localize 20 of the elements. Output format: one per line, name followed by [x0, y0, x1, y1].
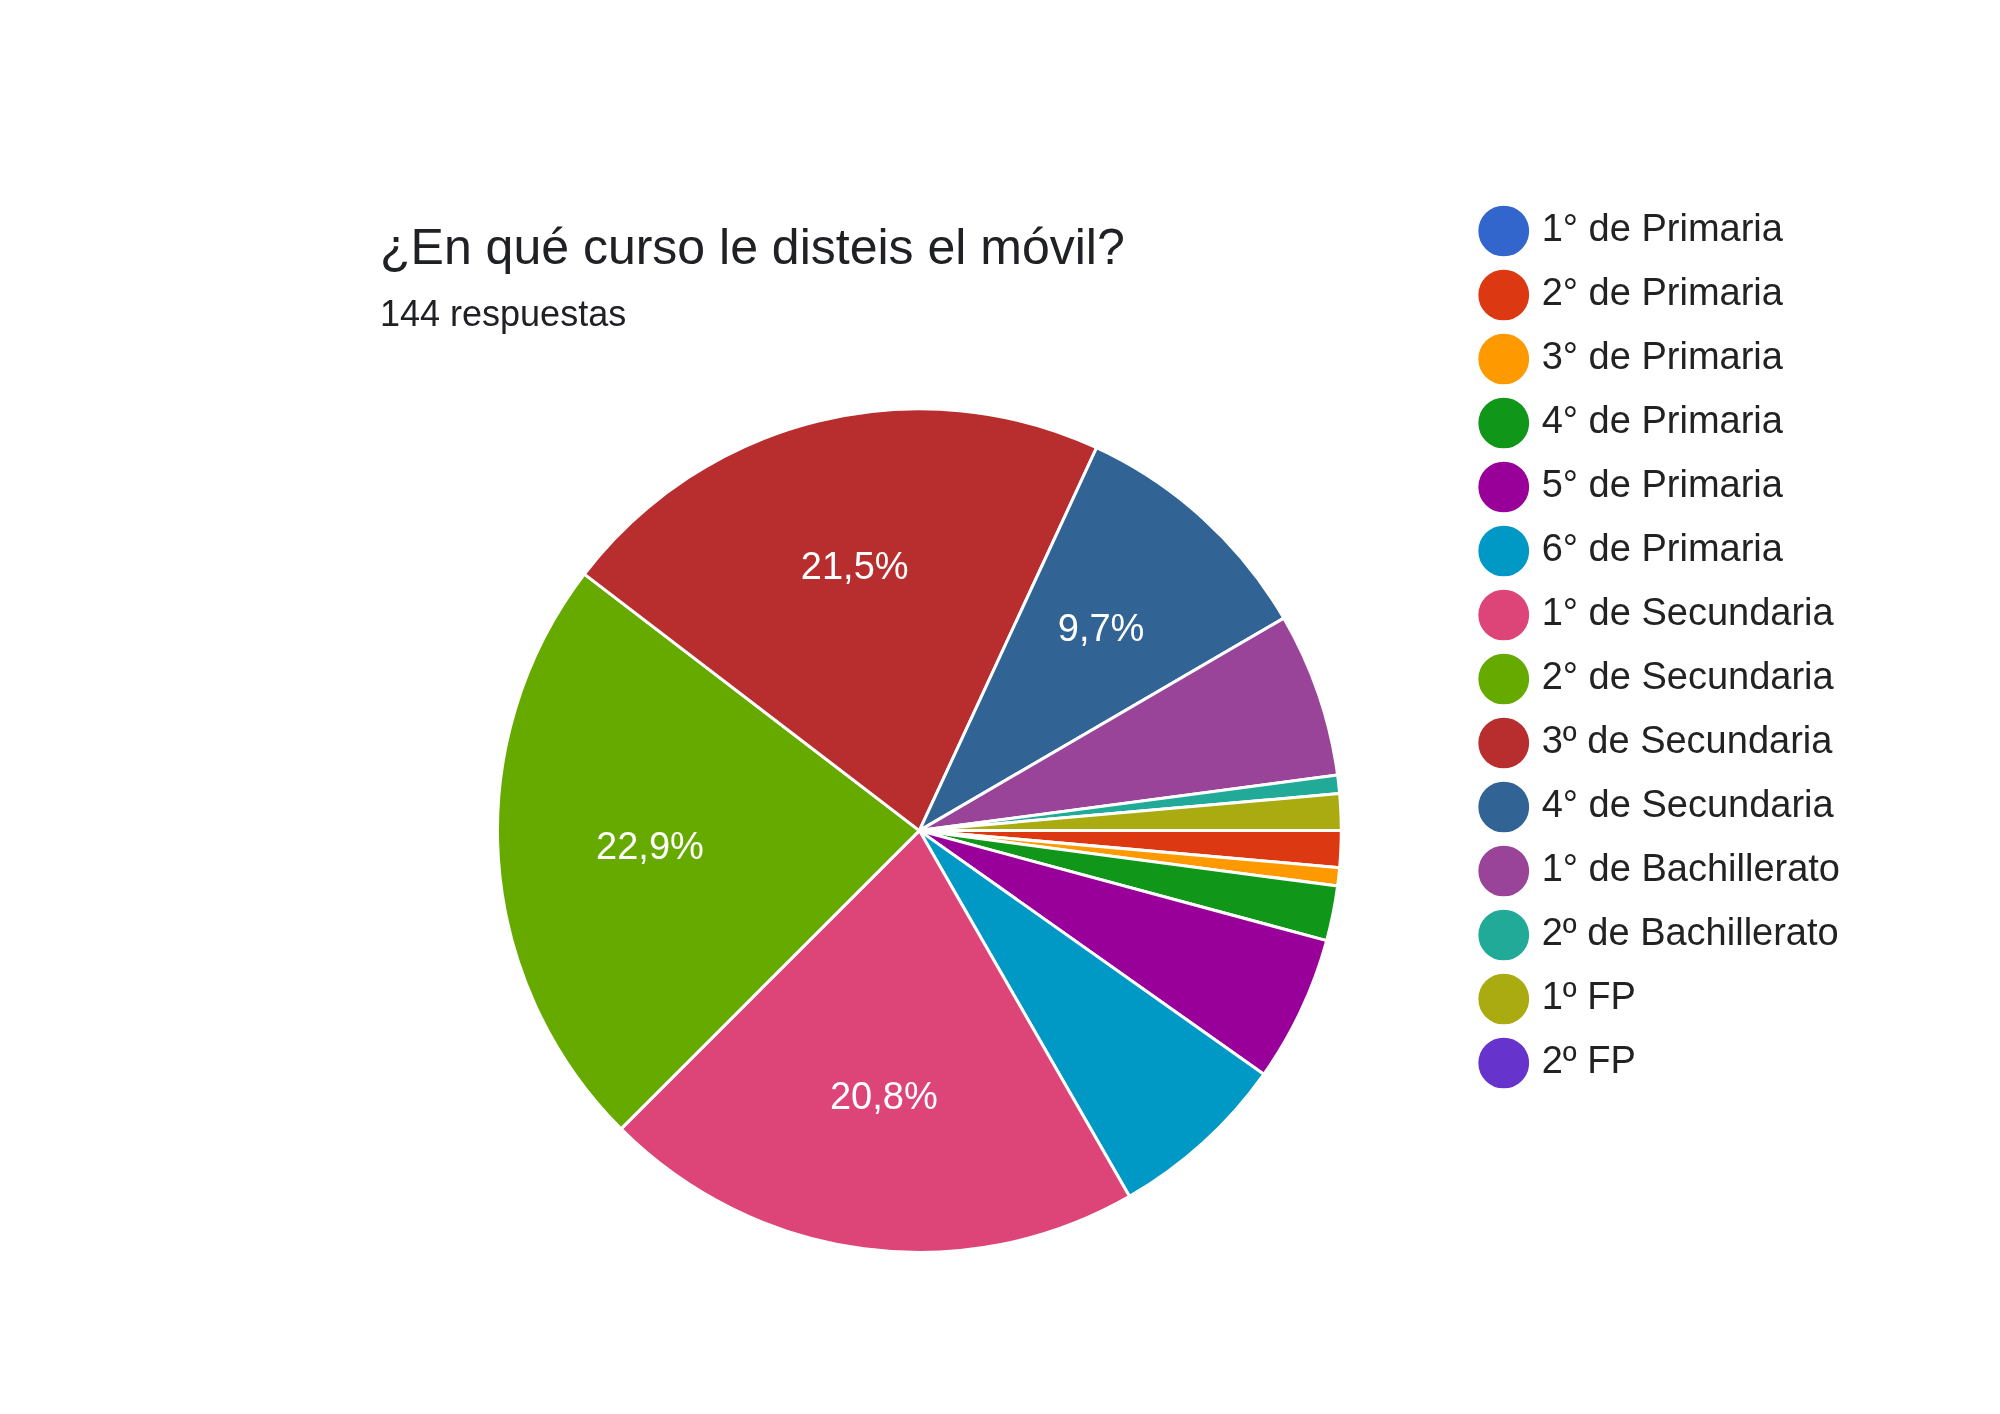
data-label: 20,8% [829, 1074, 938, 1117]
legend-label: 4° de Secundaria [1541, 783, 1835, 826]
text: 144 respuestas [380, 292, 627, 334]
legend-label: 2º de Bachillerato [1541, 911, 1839, 954]
data-label: 21,5% [800, 544, 909, 587]
legend-label: 1° de Secundaria [1541, 591, 1835, 634]
legend-label: 2º FP [1541, 1039, 1636, 1082]
data-label: 22,9% [596, 824, 704, 867]
legend-label: 1° de Bachillerato [1541, 847, 1841, 890]
legend-label: 1° de Primaria [1541, 207, 1784, 250]
legend-label: 4° de Primaria [1541, 399, 1784, 442]
legend-label: 2° de Secundaria [1541, 655, 1835, 698]
legend-label: 5° de Primaria [1541, 463, 1784, 506]
legend-label: 1º FP [1541, 975, 1636, 1018]
legend-label: 3º de Secundaria [1541, 719, 1834, 762]
legend-label: 2° de Primaria [1541, 271, 1784, 314]
legend-label: 3° de Primaria [1541, 335, 1784, 378]
chart-title: ¿En qué curso le disteis el móvil? [380, 218, 1125, 275]
legend-label: 6° de Primaria [1541, 527, 1784, 570]
data-label: 9,7% [1057, 607, 1145, 650]
